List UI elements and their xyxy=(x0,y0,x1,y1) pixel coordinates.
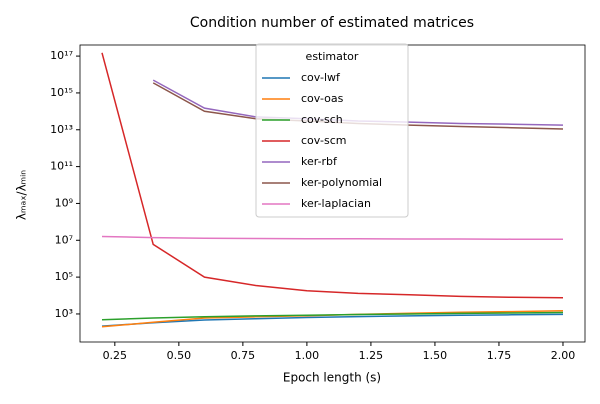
legend-label: ker-polynomial xyxy=(301,176,382,189)
legend-label: ker-rbf xyxy=(301,155,338,168)
x-tick-label: 1.25 xyxy=(359,349,384,362)
legend-label: cov-lwf xyxy=(301,71,341,84)
y-tick-label: 10³ xyxy=(55,307,73,320)
line xyxy=(101,311,564,321)
y-tick-label: 10¹⁷ xyxy=(50,49,73,62)
y-tick-label: 10¹³ xyxy=(50,123,73,136)
x-tick-label: 1.50 xyxy=(423,349,448,362)
y-tick-label: 10⁵ xyxy=(55,270,73,283)
legend-label: cov-oas xyxy=(301,92,344,105)
legend-label: cov-scm xyxy=(301,134,346,147)
x-tick-label: 0.25 xyxy=(103,349,128,362)
x-tick-label: 1.00 xyxy=(295,349,320,362)
legend-title: estimator xyxy=(306,50,359,63)
legend-label: ker-laplacian xyxy=(301,197,371,210)
y-axis-label: λₘₐₓ/λₘᵢₙ xyxy=(15,170,29,220)
y-tick-label: 10⁷ xyxy=(55,233,73,246)
line xyxy=(101,235,563,240)
x-tick-label: 0.75 xyxy=(231,349,256,362)
x-tick-label: 2.00 xyxy=(551,349,576,362)
line xyxy=(101,52,564,299)
y-tick-label: 10¹¹ xyxy=(50,160,73,173)
x-tick-label: 0.50 xyxy=(167,349,192,362)
line xyxy=(101,313,564,327)
y-tick-label: 10⁹ xyxy=(55,196,73,209)
chart-title: Condition number of estimated matrices xyxy=(190,15,474,31)
legend-label: cov-sch xyxy=(301,113,343,126)
legend-box xyxy=(255,43,409,218)
x-tick-label: 1.75 xyxy=(487,349,512,362)
y-tick-label: 10¹⁵ xyxy=(50,86,73,99)
x-axis-label: Epoch length (s) xyxy=(283,371,381,385)
